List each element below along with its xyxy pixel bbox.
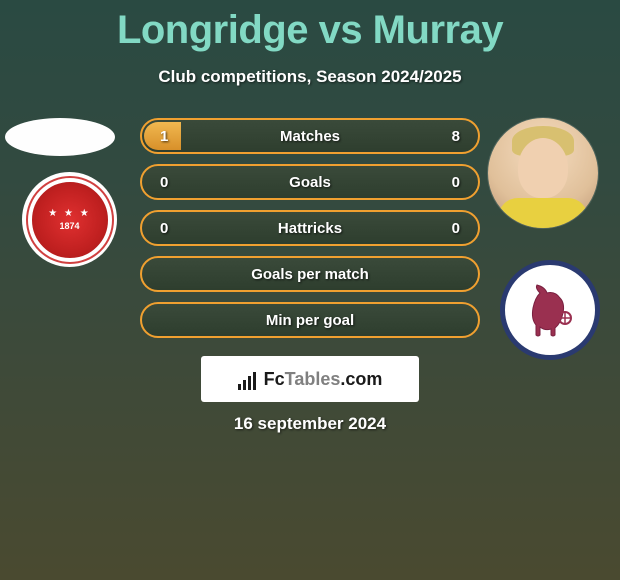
stat-bar: 0 Goals 0 bbox=[140, 164, 480, 200]
stats-panel: 1 Matches 8 0 Goals 0 0 Hattricks 0 Goal… bbox=[140, 118, 480, 348]
stat-bar: 1 Matches 8 bbox=[140, 118, 480, 154]
stat-bar: Min per goal bbox=[140, 302, 480, 338]
badge-stars: ★ ★ ★ bbox=[48, 208, 90, 219]
bar-right-value: 0 bbox=[440, 220, 460, 237]
stat-bar: 0 Hattricks 0 bbox=[140, 210, 480, 246]
bar-label: Goals per match bbox=[142, 266, 478, 283]
bar-label: Matches bbox=[142, 128, 478, 145]
player-photo-right bbox=[488, 118, 598, 228]
avatar-face bbox=[518, 138, 568, 198]
date-text: 16 september 2024 bbox=[0, 414, 620, 434]
avatar-shirt bbox=[498, 198, 588, 228]
lion-icon bbox=[525, 283, 575, 338]
logo-part-a: Fc bbox=[264, 369, 285, 389]
chart-icon bbox=[238, 368, 260, 390]
subtitle: Club competitions, Season 2024/2025 bbox=[0, 67, 620, 87]
stat-bar: Goals per match bbox=[140, 256, 480, 292]
bar-label: Hattricks bbox=[142, 220, 478, 237]
bar-right-value: 8 bbox=[440, 128, 460, 145]
badge-year: 1874 bbox=[59, 221, 79, 231]
logo-part-c: .com bbox=[340, 369, 382, 389]
club-badge-right bbox=[500, 260, 600, 360]
site-logo[interactable]: FcTables.com bbox=[201, 356, 419, 402]
club-badge-left: ★ ★ ★ 1874 bbox=[22, 172, 117, 267]
page-title: Longridge vs Murray bbox=[0, 0, 620, 53]
bar-label: Min per goal bbox=[142, 312, 478, 329]
logo-part-b: Tables bbox=[285, 369, 341, 389]
logo-text: FcTables.com bbox=[264, 369, 383, 390]
player-photo-left bbox=[5, 118, 115, 156]
badge-red-icon: ★ ★ ★ 1874 bbox=[29, 179, 111, 261]
bar-right-value: 0 bbox=[440, 174, 460, 191]
bar-label: Goals bbox=[142, 174, 478, 191]
